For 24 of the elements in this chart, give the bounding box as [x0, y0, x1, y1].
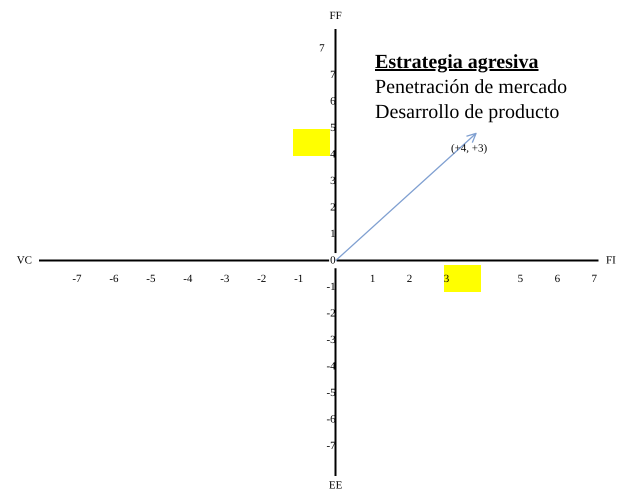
x-tick-label: -1 [294, 273, 304, 286]
x-tick-label: 1 [370, 273, 376, 286]
text: VC [16, 254, 32, 267]
annotation: Desarrollo de producto [375, 100, 560, 125]
x-tick-label: -3 [220, 273, 230, 286]
y-axis-title: FF [330, 10, 342, 22]
y-tick-label: 1 [330, 228, 336, 240]
x-tick-label: 2 [406, 273, 412, 286]
x-axis-title: FI [606, 254, 616, 267]
x-tick-label: -6 [109, 273, 119, 286]
annotation: Penetración de mercado [375, 75, 568, 100]
y-tick-label: 0 [330, 254, 336, 267]
annotation: (+4, +3) [450, 142, 488, 154]
text: EE [328, 479, 343, 492]
x-tick-label: 3 [444, 273, 450, 286]
x-tick-label: 6 [554, 273, 561, 286]
text: Estrategia agresiva [375, 50, 540, 75]
x-tick-label: -2 [257, 273, 266, 286]
x-tick-label: 7 [592, 273, 598, 286]
y-tick-label: -1 [326, 281, 336, 294]
x-tick-label: -5 [146, 273, 156, 286]
x-tick-label: -4 [183, 273, 193, 286]
x-tick-label: 5 [518, 273, 524, 286]
x-tick-label: -7 [72, 273, 82, 286]
